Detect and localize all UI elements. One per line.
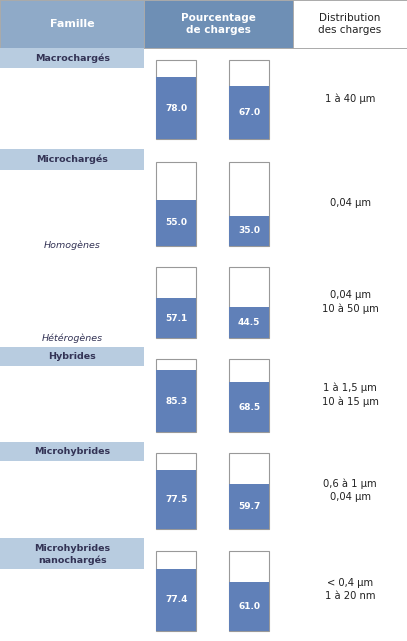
Text: 85.3: 85.3 [165,397,188,406]
Text: 1 à 40 μm: 1 à 40 μm [325,94,375,104]
Text: Hétérogènes: Hétérogènes [42,333,103,343]
Bar [156,569,197,631]
Text: 59.7: 59.7 [238,502,260,511]
Bar [229,453,269,529]
Bar [229,551,269,631]
Text: Famille: Famille [50,19,94,29]
Bar [156,298,197,338]
Bar [156,199,197,246]
Text: 1 à 1,5 μm
10 à 15 μm: 1 à 1,5 μm 10 à 15 μm [322,383,379,407]
Bar [229,582,269,631]
Bar [229,484,269,529]
Text: < 0,4 μm
1 à 20 nm: < 0,4 μm 1 à 20 nm [325,578,375,601]
Text: Microhybrides: Microhybrides [34,544,110,553]
Text: Homogènes: Homogènes [44,241,101,251]
Bar [0,538,144,569]
Text: 35.0: 35.0 [238,226,260,235]
Text: Distribution
des charges: Distribution des charges [318,13,382,35]
Text: Hybrides: Hybrides [48,353,96,362]
Bar [0,48,144,68]
Text: 68.5: 68.5 [238,403,260,412]
Text: 61.0: 61.0 [238,602,260,611]
Text: Microchargés: Microchargés [36,155,108,165]
Bar [156,370,197,433]
Bar [0,442,144,461]
Text: 77.4: 77.4 [165,595,188,604]
Text: Microhybrides: Microhybrides [34,447,110,456]
Bar [229,382,269,433]
Bar [156,551,197,631]
Bar [229,60,269,139]
Bar [229,307,269,338]
Bar [229,359,269,433]
Text: 44.5: 44.5 [238,318,260,327]
Text: Macrochargés: Macrochargés [35,53,110,63]
Bar [156,162,197,246]
Text: 77.5: 77.5 [165,495,188,504]
Text: 0,6 à 1 μm
0,04 μm: 0,6 à 1 μm 0,04 μm [323,478,377,502]
Bar [229,216,269,246]
Text: nanochargés: nanochargés [38,555,107,565]
Text: 57.1: 57.1 [165,313,188,322]
Bar [156,453,197,529]
Bar [229,267,269,338]
Text: 78.0: 78.0 [165,104,188,113]
Bar [156,470,197,529]
Bar [229,86,269,139]
Text: 0,04 μm
10 à 50 μm: 0,04 μm 10 à 50 μm [322,290,379,314]
Bar [0,347,144,367]
Bar [229,162,269,246]
Bar [0,149,144,171]
Bar [156,267,197,338]
Bar [156,359,197,433]
Text: 67.0: 67.0 [238,108,260,117]
Bar [156,78,197,139]
Bar [156,60,197,139]
Text: 55.0: 55.0 [165,218,188,227]
Text: 0,04 μm: 0,04 μm [330,197,370,208]
Text: Pourcentage
de charges: Pourcentage de charges [182,13,256,35]
